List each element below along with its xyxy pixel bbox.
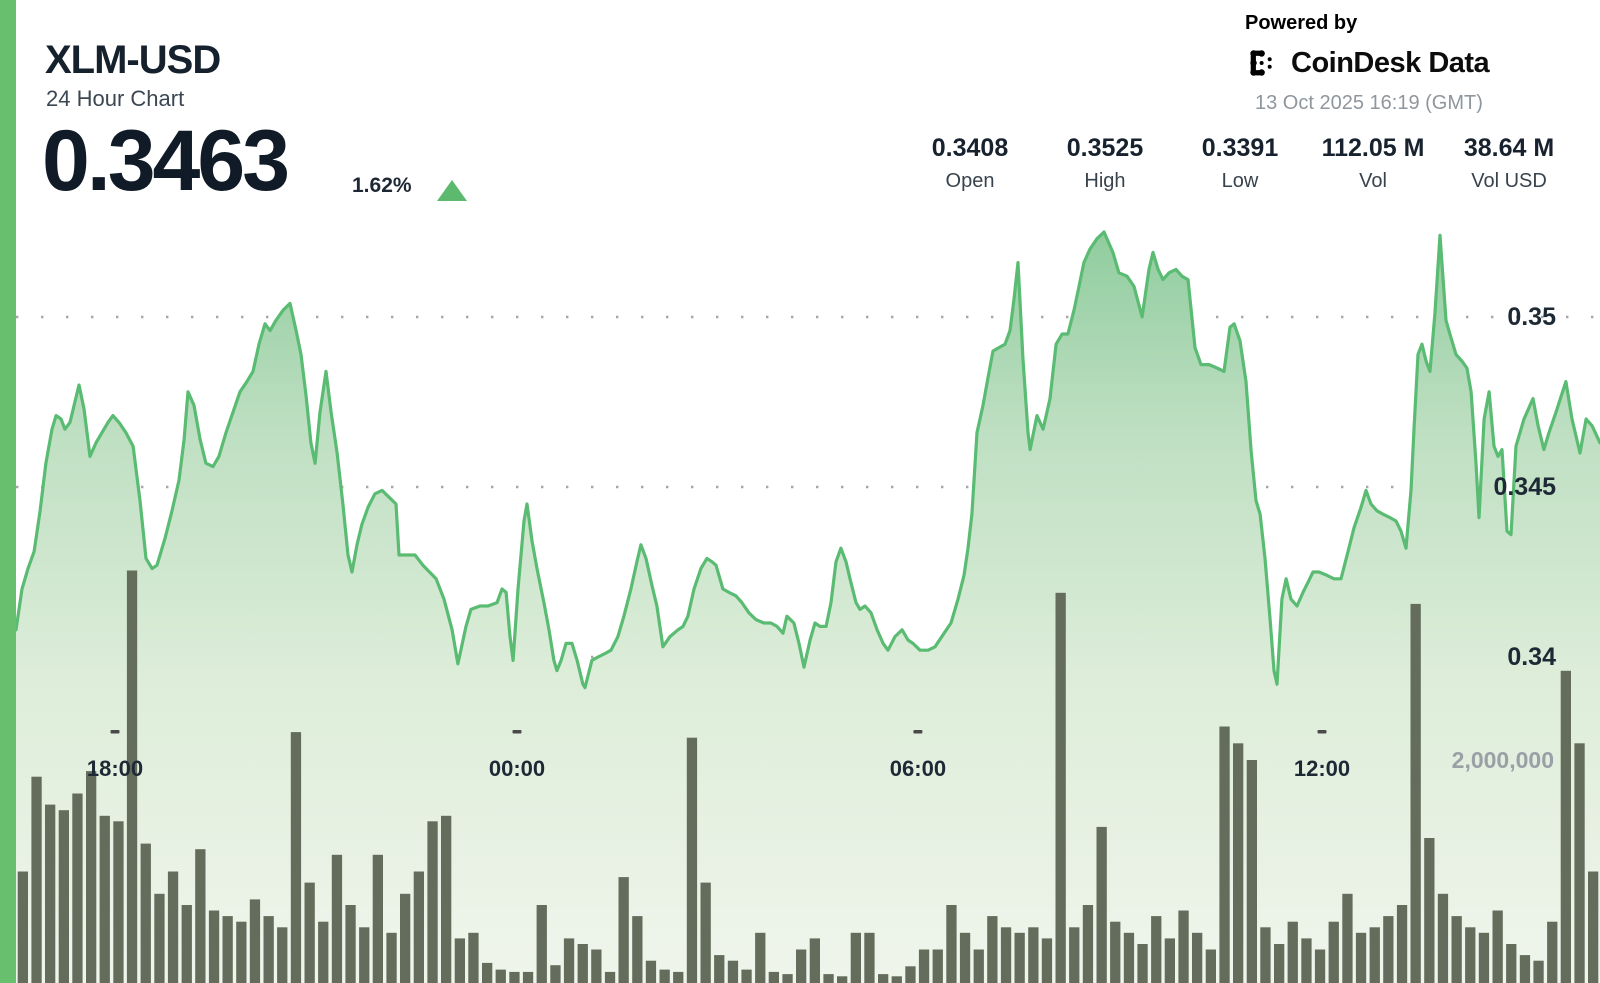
data-timestamp: 13 Oct 2025 16:19 (GMT) xyxy=(1255,92,1483,114)
stat-volume-usd: 38.64 M Vol USD xyxy=(1464,134,1554,193)
stat-volume: 112.05 M Vol xyxy=(1322,134,1425,193)
powered-by-label: Powered by xyxy=(1245,12,1358,34)
coindesk-logo-icon xyxy=(1250,50,1272,76)
current-price: 0.3463 xyxy=(42,113,290,209)
stat-value: 38.64 M xyxy=(1463,134,1555,162)
stat-high: 0.3525 High xyxy=(1067,134,1143,193)
stat-value: 0.3408 xyxy=(931,134,1009,162)
stat-label: Vol USD xyxy=(1471,170,1547,192)
stat-open: 0.3408 Open xyxy=(932,134,1008,193)
stat-value: 0.3391 xyxy=(1201,134,1279,162)
chart-subtitle: 24 Hour Chart xyxy=(46,86,185,111)
change-percent: 1.62% xyxy=(352,174,412,197)
stat-label: Low xyxy=(1221,170,1259,192)
stat-value: 112.05 M xyxy=(1321,134,1425,162)
page-title: XLM-USD xyxy=(45,38,221,82)
up-triangle-icon xyxy=(437,180,467,201)
coindesk-logo: CoinDesk Data xyxy=(1245,43,1490,83)
branding-block: Powered by CoinDesk Data 13 Oct 2025 16:… xyxy=(1245,12,1490,115)
stat-low: 0.3391 Low xyxy=(1202,134,1278,193)
stat-value: 0.3525 xyxy=(1066,134,1144,162)
stat-label: Open xyxy=(945,170,995,192)
coindesk-brand-text: CoinDesk Data xyxy=(1291,46,1490,79)
accent-sidebar xyxy=(0,0,16,983)
stat-label: Vol xyxy=(1359,170,1387,192)
stat-label: High xyxy=(1084,170,1126,192)
